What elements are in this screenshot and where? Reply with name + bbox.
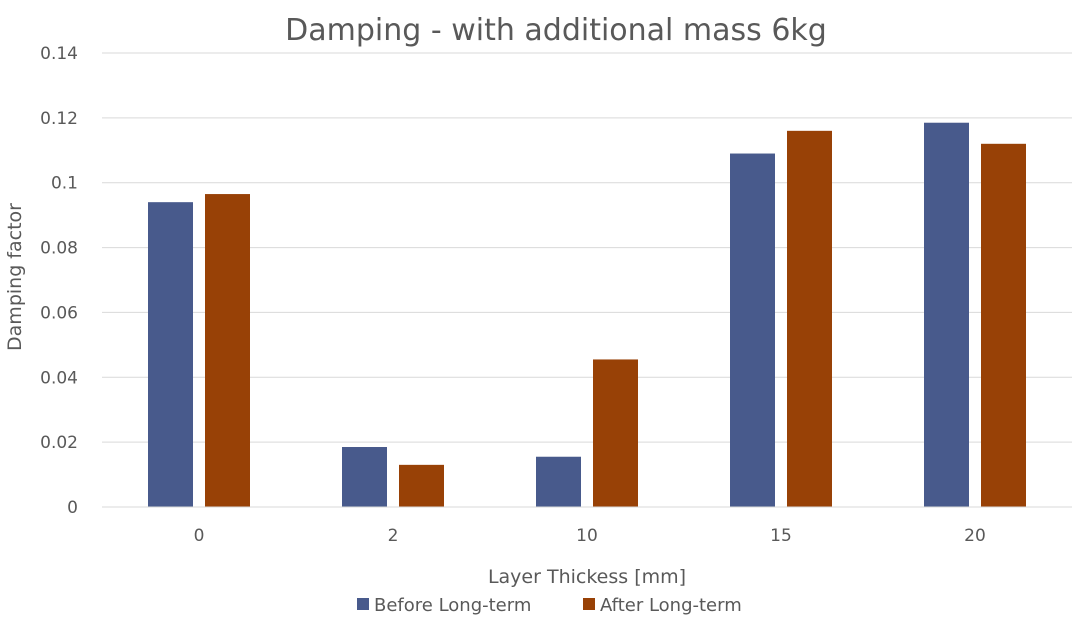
bar-after-2 <box>399 464 444 507</box>
bar-after-10 <box>593 359 638 507</box>
chart-title: Damping - with additional mass 6kg <box>285 13 827 48</box>
bar-before-2 <box>342 447 387 507</box>
bar-after-15 <box>787 130 832 508</box>
bars <box>148 122 1026 508</box>
gridlines <box>102 52 1072 443</box>
y-tick-label: 0.06 <box>40 303 78 323</box>
bar-after-20 <box>981 143 1026 508</box>
bar-before-15 <box>730 153 775 507</box>
bar-before-20 <box>924 122 969 507</box>
x-tick-label: 20 <box>964 526 986 546</box>
y-tick-label: 0.12 <box>40 109 78 129</box>
x-tick-label: 10 <box>576 526 598 546</box>
y-tick-label: 0.04 <box>40 368 78 388</box>
axes: 0 0.02 0.04 0.06 0.08 0.1 0.12 0.14 0 2 10 15 20 <box>40 44 1072 546</box>
y-tick-label: 0.1 <box>51 174 78 194</box>
legend-label-after: After Long-term <box>600 595 742 616</box>
y-tick-label: 0 <box>67 498 78 518</box>
y-tick-label: 0.14 <box>40 44 78 64</box>
bar-after-0 <box>205 194 250 508</box>
legend-label-before: Before Long-term <box>374 595 531 616</box>
legend-swatch-before <box>357 598 369 610</box>
x-tick-label: 15 <box>770 526 792 546</box>
x-tick-label: 0 <box>194 526 205 546</box>
y-tick-label: 0.02 <box>40 433 78 453</box>
x-axis-label: Layer Thickess [mm] <box>488 566 686 588</box>
x-tick-label: 2 <box>388 526 399 546</box>
legend-swatch-after <box>583 598 595 610</box>
legend: Before Long-term After Long-term <box>357 595 742 616</box>
y-tick-label: 0.08 <box>40 239 78 259</box>
bar-before-10 <box>536 456 581 507</box>
y-axis-label: Damping factor <box>4 203 26 351</box>
bar-before-0 <box>148 202 193 507</box>
